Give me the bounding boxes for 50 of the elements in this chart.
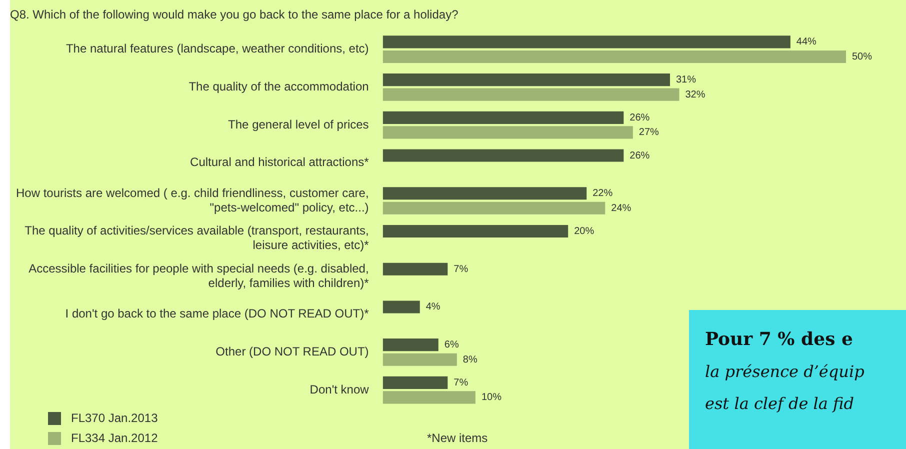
text-card: Pour 7 % des e la présence d’équip est la clef de la fid [689,310,906,449]
data-label: 10% [481,392,502,404]
data-label: 44% [796,36,817,48]
y-tick-label: The general level of prices [228,117,369,132]
bar [382,187,587,200]
bar [382,88,680,101]
bar [382,391,476,404]
y-tick-label: The quality of activities/services available (transport, restaurants, leisure activities, etc)* [24,224,370,252]
bar [382,74,670,86]
annotation: est la clef de la fid [705,393,855,415]
data-label: 22% [592,188,613,200]
data-label: 24% [611,202,632,214]
data-label: 8% [462,354,478,366]
bar [382,300,420,314]
data-label: 7% [454,264,468,275]
text: Q8. Which of the following would make you go back to the same place for a holiday? [10,8,459,22]
y-tick-label: Don't know [310,382,370,396]
data-label: 26% [630,112,650,124]
bar [382,353,457,366]
data-label: 7% [454,377,468,388]
data-label: 31% [676,74,696,86]
y-tick-label: Other (DO NOT READ OUT) [216,344,369,359]
data-label: 4% [426,302,440,313]
bar [382,36,790,48]
data-label: 50% [852,51,872,62]
bar [382,50,846,63]
bar [382,111,624,124]
bar [382,224,568,238]
y-tick-label: Cultural and historical attractions* [190,155,370,170]
bar [382,149,624,162]
bar [382,126,633,139]
y-tick-label: The natural features (landscape, weather conditions, etc) [66,42,369,56]
data-label: 32% [685,89,706,100]
y-tick-label: How tourists are welcomed ( e.g. child friendliness, customer care, "pets-welcomed" policy, etc...) [16,186,369,214]
data-label: 20% [574,226,594,237]
legend-label: FL334 Jan.2012 [70,430,158,447]
data-label: 27% [638,127,660,138]
y-tick-label: Accessible facilities for people with special needs (e.g. disabled, elderly, families with children)* [28,262,370,290]
y-tick-label: The quality of the accommodation [188,80,369,94]
data-label: 26% [630,150,650,162]
bar [382,262,448,276]
text: *New items [427,431,488,445]
legend-label: FL370 Jan.2013 [70,410,158,427]
annotation: Pour 7 % des e [705,328,854,352]
bar [382,376,448,389]
bar [382,202,606,214]
annotation: la présence d’équip [705,361,866,383]
y-tick-label: I don't go back to the same place (DO NOT READ OUT)* [65,306,370,321]
data-label: 6% [444,340,459,351]
bar [382,338,438,352]
